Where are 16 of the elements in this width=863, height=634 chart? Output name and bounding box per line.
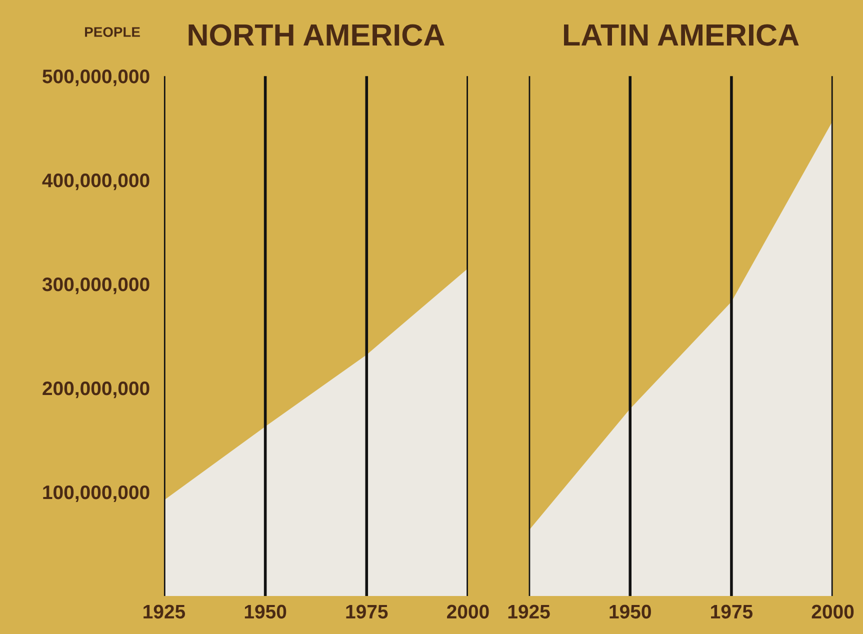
x-tick-label: 2000 xyxy=(812,604,854,619)
y-tick-label: 100,000,000 xyxy=(43,485,150,502)
y-tick-label: 200,000,000 xyxy=(42,381,150,398)
y-tick-label: 300,000,000 xyxy=(42,278,150,294)
y-tick-label: 500,000,000 xyxy=(42,70,150,86)
x-tick-label: 1950 xyxy=(610,604,651,619)
x-tick-label: 1975 xyxy=(711,604,753,619)
chart-title: LATIN AMERICA xyxy=(564,24,799,46)
y-tick-label: 400,000,000 xyxy=(42,174,150,190)
x-tick-label: 1975 xyxy=(346,604,388,619)
x-tick-label: 1925 xyxy=(144,604,186,619)
x-tick-label: 1925 xyxy=(508,604,550,619)
y-axis-title: PEOPLE xyxy=(85,27,140,37)
x-tick-label: 1950 xyxy=(244,604,286,619)
x-tick-label: 2000 xyxy=(447,604,489,619)
chart-title: NORTH AMERICA xyxy=(188,24,444,46)
